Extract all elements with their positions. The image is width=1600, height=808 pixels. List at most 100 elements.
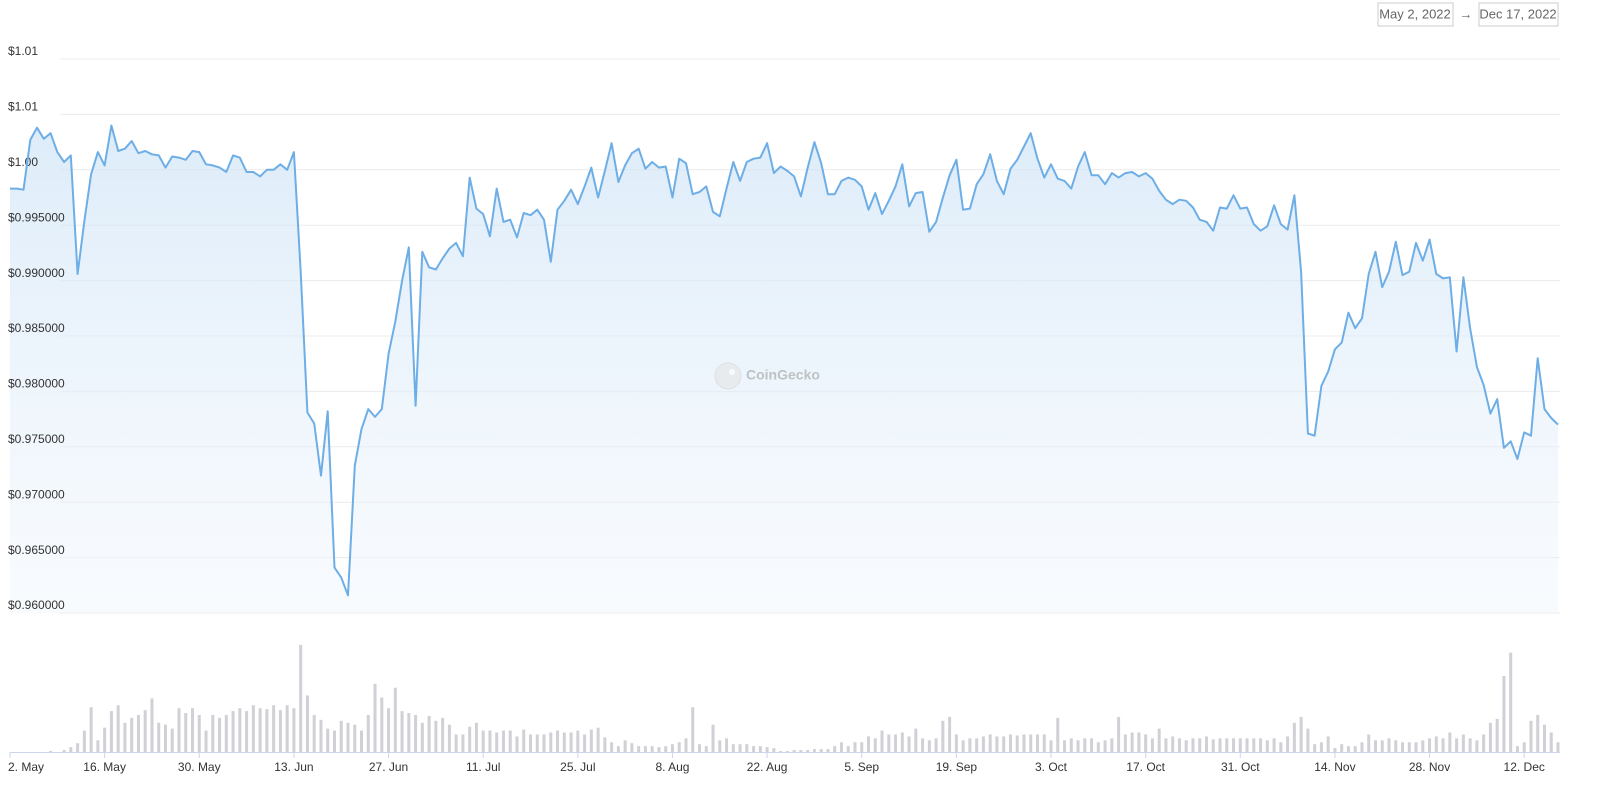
x-tick-label: 13. Jun — [274, 760, 313, 774]
volume-bar — [447, 724, 451, 752]
volume-bar — [522, 729, 526, 752]
volume-bar — [150, 698, 154, 752]
volume-bar — [285, 705, 289, 752]
x-tick-label: 25. Jul — [560, 760, 595, 774]
volume-bar — [1103, 740, 1107, 752]
date-to[interactable]: Dec 17, 2022 — [1479, 6, 1556, 21]
volume-bar — [1042, 734, 1046, 752]
volume-bar — [569, 732, 573, 752]
volume-bar — [934, 738, 938, 752]
volume-bar — [752, 746, 756, 752]
volume-bar — [1380, 740, 1384, 752]
volume-bar — [1367, 734, 1371, 752]
volume-bar — [1536, 714, 1540, 752]
volume-bar — [941, 720, 945, 752]
volume-bar — [731, 744, 735, 752]
volume-bar — [1259, 738, 1263, 752]
x-tick-label: 31. Oct — [1221, 760, 1260, 774]
volume-bar — [481, 730, 485, 752]
volume-bar — [414, 714, 418, 752]
x-tick-label: 30. May — [178, 760, 221, 774]
volume-bar — [981, 736, 985, 752]
volume-bar — [1177, 738, 1181, 752]
x-tick-label: 16. May — [83, 760, 126, 774]
volume-bar — [623, 740, 627, 752]
y-tick-label: $1.01 — [8, 44, 38, 58]
date-from-box[interactable] — [1377, 2, 1454, 27]
volume-bar — [1218, 738, 1222, 752]
volume-bar — [1211, 739, 1215, 752]
volume-bar — [1401, 742, 1405, 752]
volume-bar — [975, 738, 979, 752]
volume-bar — [501, 730, 505, 752]
volume-bar — [684, 738, 688, 752]
volume-bar — [860, 742, 864, 752]
volume-bar — [812, 749, 816, 752]
volume-bar — [1157, 728, 1161, 752]
volume-bar — [1299, 716, 1303, 752]
volume-bar — [1204, 736, 1208, 752]
volume-bar — [657, 747, 661, 752]
volume-bar — [1353, 746, 1357, 752]
volume-bar — [704, 746, 708, 752]
volume-bar — [339, 720, 343, 752]
volume-bar — [576, 730, 580, 752]
volume-bar — [515, 736, 519, 752]
volume-bar — [995, 736, 999, 752]
volume-bar — [894, 734, 898, 752]
volume-bar — [89, 707, 93, 752]
volume-bar — [96, 740, 100, 752]
volume-bar — [346, 722, 350, 752]
volume-bar — [1008, 734, 1012, 752]
volume-bar — [1056, 717, 1060, 752]
volume-bar — [474, 722, 478, 752]
volume-bar — [177, 708, 181, 752]
x-tick-label: 5. Sep — [844, 760, 879, 774]
volume-bar — [772, 748, 776, 752]
volume-bar — [109, 711, 113, 752]
volume-bar — [1292, 722, 1296, 752]
date-from[interactable]: May 2, 2022 — [1379, 6, 1451, 21]
volume-bar — [907, 736, 911, 752]
volume-bar — [1346, 746, 1350, 752]
volume-bar — [1232, 738, 1236, 752]
volume-bar — [373, 683, 377, 752]
y-tick-label: $0.985000 — [8, 321, 65, 335]
volume-bar — [887, 734, 891, 752]
date-to-box[interactable] — [1478, 2, 1559, 27]
volume-bar — [1029, 734, 1033, 752]
volume-bar — [900, 732, 904, 752]
x-tick-label: 17. Oct — [1126, 760, 1165, 774]
volume-bar — [508, 730, 512, 752]
y-tick-label: $1.01 — [8, 100, 38, 114]
volume-bar — [407, 713, 411, 752]
x-tick-label: 12. Dec — [1504, 760, 1545, 774]
volume-bar — [1238, 738, 1242, 752]
volume-bar — [62, 750, 66, 752]
volume-bar — [1428, 738, 1432, 752]
volume-bar — [1482, 734, 1486, 752]
volume-bar — [332, 730, 336, 752]
x-tick-label: 2. May — [8, 760, 44, 774]
volume-bar — [305, 695, 309, 752]
volume-bar — [718, 740, 722, 752]
volume-bar — [1461, 734, 1465, 752]
volume-bar — [725, 738, 729, 752]
volume-bar — [853, 742, 857, 752]
volume-bar — [698, 744, 702, 752]
price-area — [10, 125, 1558, 613]
volume-bar — [792, 750, 796, 752]
volume-bar — [589, 729, 593, 752]
volume-bar — [461, 734, 465, 752]
watermark-text: CoinGecko — [746, 367, 820, 383]
volume-bar — [596, 727, 600, 752]
volume-bar — [251, 705, 255, 752]
volume-bar — [826, 749, 830, 752]
volume-bar — [839, 742, 843, 752]
volume-bar — [1556, 742, 1560, 752]
volume-bar — [272, 705, 276, 752]
volume-bar — [1475, 740, 1479, 752]
volume-bar — [529, 734, 533, 752]
volume-bar — [1313, 744, 1317, 752]
volume-bar — [779, 751, 783, 752]
